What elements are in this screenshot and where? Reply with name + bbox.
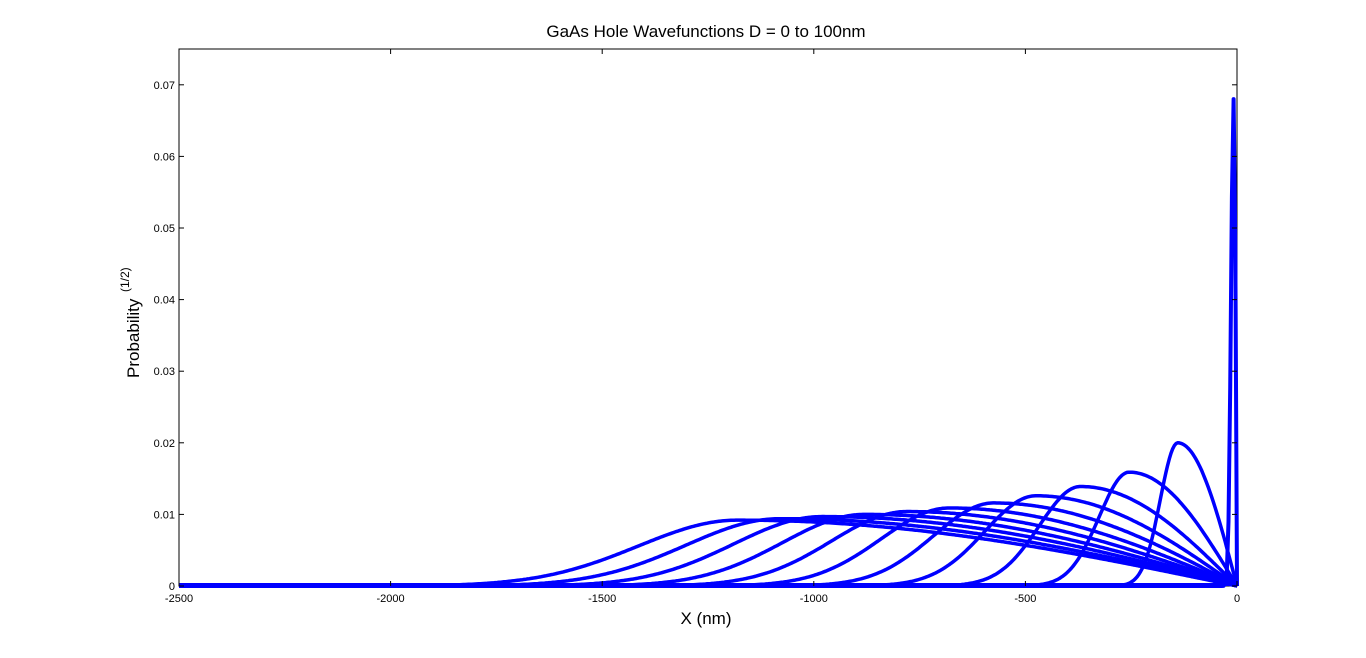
x-tick-label: -2500 [165, 593, 193, 605]
y-tick-label: 0.05 [154, 223, 175, 235]
y-axis-label-superscript: (1/2) [118, 267, 132, 292]
axes-box [178, 48, 1238, 587]
chart-title: GaAs Hole Wavefunctions D = 0 to 100nm [546, 22, 865, 41]
x-tick-label: -1000 [800, 593, 828, 605]
y-tick-label: 0.07 [154, 80, 175, 92]
y-tick-label: 0 [169, 581, 175, 593]
y-tick-label: 0.04 [154, 295, 175, 307]
x-tick-label: -500 [1014, 593, 1036, 605]
x-tick-label: -1500 [588, 593, 616, 605]
y-axis-label: Probability (1/2) [118, 267, 143, 378]
y-ticks: 0 0.01 0.02 0.03 0.04 0.05 0.06 0.07 [154, 80, 1237, 593]
plot-area: -2500 -2000 -1500 -1000 -500 0 00.010.020.030… [154, 48, 1240, 605]
x-tick-label: 0 [1234, 593, 1240, 605]
y-tick-label: 0.02 [154, 438, 175, 450]
x-axis-label: X (nm) [681, 609, 732, 628]
x-ticks: -2500 -2000 -1500 -1000 -500 0 [165, 49, 1240, 605]
y-tick-label: 0.03 [154, 366, 175, 378]
x-tick-label: -2000 [377, 593, 405, 605]
y-tick-label: 0.06 [154, 151, 175, 163]
y-axis-label-text: Probability [124, 298, 143, 378]
y-tick-label: 0.01 [154, 509, 175, 521]
wavefunction-curves [178, 97, 1239, 588]
